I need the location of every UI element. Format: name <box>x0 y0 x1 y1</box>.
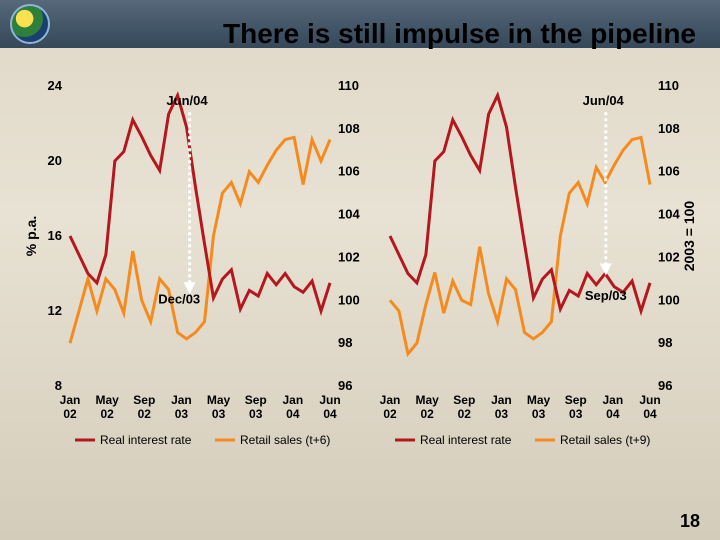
svg-text:03: 03 <box>569 407 583 421</box>
charts-area: 8 12 16 20 24 % p.a. 96 98 100 102 104 106 108 110 200… <box>20 76 700 490</box>
svg-text:% p.a.: % p.a. <box>23 216 39 256</box>
svg-text:03: 03 <box>495 407 509 421</box>
svg-text:Jan: Jan <box>491 393 512 407</box>
svg-text:96: 96 <box>338 378 352 393</box>
right-chart: 96 98 100 102 104 106 108 110 2003 = 100 Jun/04 Se… <box>360 76 700 490</box>
svg-text:May: May <box>95 393 119 407</box>
svg-text:98: 98 <box>338 335 352 350</box>
svg-text:Sep/03: Sep/03 <box>585 288 627 303</box>
svg-text:Jan: Jan <box>380 393 401 407</box>
svg-text:02: 02 <box>458 407 472 421</box>
svg-text:Jun: Jun <box>319 393 340 407</box>
svg-text:04: 04 <box>323 407 337 421</box>
svg-text:03: 03 <box>532 407 546 421</box>
slide-title: There is still impulse in the pipeline <box>223 18 696 50</box>
svg-text:Real interest rate: Real interest rate <box>420 433 512 447</box>
svg-text:12: 12 <box>48 303 62 318</box>
left-chart: 812162024% p.a.9698100102104106108110200… <box>20 76 360 490</box>
svg-text:Jun: Jun <box>639 393 660 407</box>
svg-text:May: May <box>415 393 439 407</box>
svg-text:Jan: Jan <box>283 393 304 407</box>
svg-text:Sep: Sep <box>133 393 155 407</box>
svg-text:Jun/04: Jun/04 <box>583 93 625 108</box>
svg-text:104: 104 <box>338 207 360 222</box>
svg-text:110: 110 <box>338 78 359 93</box>
svg-text:Sep: Sep <box>565 393 587 407</box>
svg-text:100: 100 <box>658 292 680 307</box>
svg-text:May: May <box>207 393 231 407</box>
svg-text:02: 02 <box>63 407 77 421</box>
svg-text:Retail sales (t+6): Retail sales (t+6) <box>240 433 330 447</box>
svg-text:102: 102 <box>338 249 360 264</box>
svg-text:04: 04 <box>606 407 620 421</box>
svg-text:Dec/03: Dec/03 <box>158 292 200 307</box>
svg-text:04: 04 <box>643 407 657 421</box>
svg-text:96: 96 <box>658 378 672 393</box>
svg-text:02: 02 <box>100 407 114 421</box>
svg-text:108: 108 <box>658 121 680 136</box>
svg-text:May: May <box>527 393 551 407</box>
svg-text:24: 24 <box>48 78 63 93</box>
svg-text:Jan: Jan <box>60 393 81 407</box>
svg-text:16: 16 <box>48 228 62 243</box>
svg-text:Retail sales (t+9): Retail sales (t+9) <box>560 433 650 447</box>
svg-text:03: 03 <box>249 407 263 421</box>
svg-text:Sep: Sep <box>453 393 475 407</box>
logo-icon <box>10 4 50 44</box>
svg-text:Jan: Jan <box>171 393 192 407</box>
svg-text:Sep: Sep <box>245 393 267 407</box>
svg-text:04: 04 <box>286 407 300 421</box>
svg-text:Jun/04: Jun/04 <box>166 93 208 108</box>
svg-text:110: 110 <box>658 78 679 93</box>
svg-text:106: 106 <box>338 164 360 179</box>
svg-text:20: 20 <box>48 153 62 168</box>
svg-text:03: 03 <box>212 407 226 421</box>
svg-text:02: 02 <box>383 407 397 421</box>
svg-text:2003 = 100: 2003 = 100 <box>681 201 697 272</box>
svg-text:02: 02 <box>138 407 152 421</box>
svg-text:03: 03 <box>175 407 189 421</box>
svg-text:106: 106 <box>658 164 680 179</box>
svg-text:02: 02 <box>420 407 434 421</box>
svg-text:102: 102 <box>658 249 680 264</box>
svg-text:104: 104 <box>658 207 680 222</box>
svg-text:Real interest rate: Real interest rate <box>100 433 192 447</box>
page-number: 18 <box>680 511 700 532</box>
svg-text:8: 8 <box>55 378 62 393</box>
svg-text:Jan: Jan <box>603 393 624 407</box>
svg-text:100: 100 <box>338 292 360 307</box>
svg-text:98: 98 <box>658 335 672 350</box>
svg-text:108: 108 <box>338 121 360 136</box>
